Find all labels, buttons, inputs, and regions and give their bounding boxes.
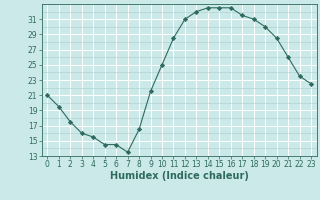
X-axis label: Humidex (Indice chaleur): Humidex (Indice chaleur) — [110, 171, 249, 181]
